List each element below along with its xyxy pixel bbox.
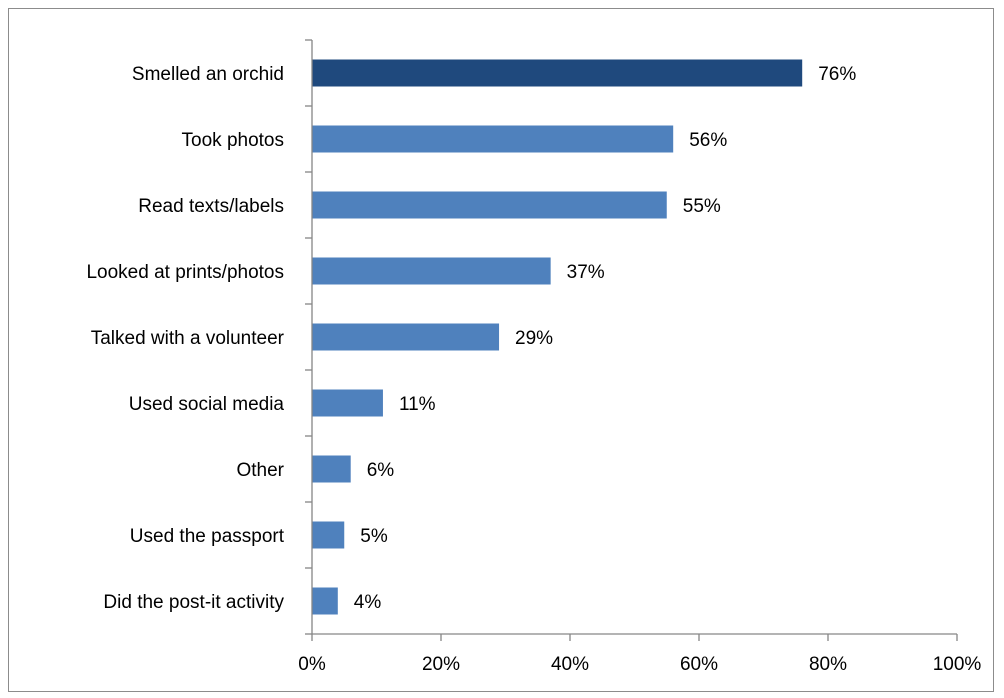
chart-frame (8, 8, 994, 692)
category-label: Used the passport (130, 526, 285, 547)
bar (312, 455, 351, 483)
category-label: Used social media (129, 394, 285, 415)
bar (312, 323, 500, 351)
category-labels-group: Smelled an orchid Took photos Read texts/l… (86, 64, 284, 613)
value-label: 11% (399, 394, 436, 415)
bar (312, 191, 667, 219)
category-label: Smelled an orchid (132, 64, 284, 85)
x-tick-label: 40% (551, 654, 589, 675)
x-tick-label: 60% (680, 654, 718, 675)
bar (312, 389, 383, 417)
value-label: 37% (567, 262, 605, 283)
value-label: 55% (683, 196, 721, 217)
category-label: Other (236, 460, 284, 481)
bar (312, 125, 674, 153)
value-labels-group: 76% 56% 55% 37% 29% 11% 6% 5% 4% (354, 64, 857, 613)
bar (312, 59, 803, 87)
category-label: Took photos (182, 130, 284, 151)
value-label: 76% (818, 64, 856, 85)
value-label: 4% (354, 592, 382, 613)
bar (312, 257, 551, 285)
value-label: 29% (515, 328, 553, 349)
category-label: Read texts/labels (138, 196, 284, 217)
x-tick-label: 0% (298, 654, 326, 675)
value-label: 6% (367, 460, 395, 481)
bars-group (312, 59, 803, 615)
axes-group: 0% 20% 40% 60% 80% 100% (298, 39, 982, 675)
x-tick-label: 100% (933, 654, 982, 675)
value-label: 5% (360, 526, 388, 547)
x-tick-label: 80% (809, 654, 847, 675)
category-label: Talked with a volunteer (91, 328, 285, 349)
category-label: Did the post-it activity (103, 592, 284, 613)
bar (312, 587, 338, 615)
x-tick-label: 20% (422, 654, 460, 675)
value-label: 56% (689, 130, 727, 151)
bar (312, 521, 345, 549)
category-label: Looked at prints/photos (86, 262, 284, 283)
